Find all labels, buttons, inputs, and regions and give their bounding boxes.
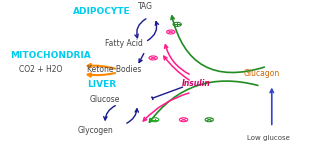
Text: Ketone Bodies: Ketone Bodies xyxy=(87,65,142,74)
FancyArrowPatch shape xyxy=(139,53,144,63)
FancyArrowPatch shape xyxy=(104,106,115,120)
Text: Low glucose: Low glucose xyxy=(247,135,290,141)
FancyArrowPatch shape xyxy=(164,56,189,80)
FancyArrowPatch shape xyxy=(149,81,258,122)
FancyArrowPatch shape xyxy=(135,19,146,38)
FancyArrowPatch shape xyxy=(164,45,189,74)
FancyArrowPatch shape xyxy=(270,89,273,125)
Text: LIVER: LIVER xyxy=(87,80,116,89)
FancyArrowPatch shape xyxy=(147,22,159,41)
Text: TAG: TAG xyxy=(138,2,153,11)
Text: Insulin: Insulin xyxy=(182,79,211,88)
FancyArrowPatch shape xyxy=(88,64,115,69)
Text: Glycogen: Glycogen xyxy=(77,126,113,135)
FancyArrowPatch shape xyxy=(152,87,182,99)
FancyArrowPatch shape xyxy=(171,16,264,73)
Text: Fatty Acid: Fatty Acid xyxy=(105,39,143,48)
FancyArrowPatch shape xyxy=(88,73,115,77)
FancyArrowPatch shape xyxy=(127,109,138,123)
FancyArrowPatch shape xyxy=(143,93,189,121)
Text: MITOCHONDRIA: MITOCHONDRIA xyxy=(10,51,91,60)
Text: Glucose: Glucose xyxy=(90,95,120,104)
Text: CO2 + H2O: CO2 + H2O xyxy=(19,65,62,74)
Text: ADIPOCYTE: ADIPOCYTE xyxy=(73,7,130,16)
Text: Glucagon: Glucagon xyxy=(244,69,280,78)
